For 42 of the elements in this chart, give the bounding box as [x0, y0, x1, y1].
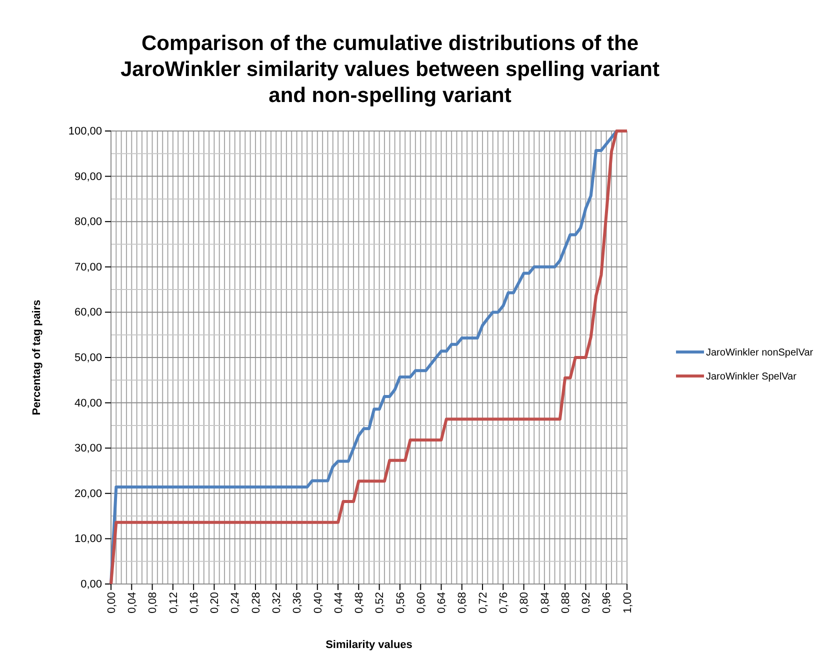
y-tick-label: 50,00: [74, 352, 102, 364]
x-tick-label: 0,36: [292, 592, 304, 614]
x-tick-label: 0,60: [415, 592, 428, 614]
x-tick-label: 0,04: [126, 592, 138, 614]
y-tick-label: 20,00: [74, 488, 102, 500]
x-tick-label: 0,84: [539, 592, 552, 614]
x-tick-label: 0,80: [518, 592, 531, 614]
x-tick-label: 0,56: [394, 592, 407, 614]
y-tick-label: 70,00: [74, 261, 102, 274]
y-tick-label: 0,00: [80, 578, 102, 591]
y-tick-label: 60,00: [74, 306, 102, 319]
x-tick-label: 0,40: [312, 592, 324, 614]
y-tick-label: 10,00: [74, 533, 102, 546]
y-tick-label: 90,00: [74, 170, 102, 183]
y-tick-label: 40,00: [74, 397, 102, 410]
x-tick-label: 0,88: [560, 592, 572, 614]
x-tick-label: 0,32: [270, 592, 283, 614]
x-tick-label: 0,44: [332, 592, 345, 614]
x-tick-label: 0,20: [209, 592, 222, 614]
y-tick-label: 30,00: [74, 442, 102, 455]
x-tick-label: 0,64: [436, 592, 448, 614]
y-tick-label: 100,00: [68, 126, 102, 138]
x-tick-label: 1,00: [622, 592, 634, 614]
x-tick-label: 0,08: [147, 592, 160, 614]
x-tick-label: 0,48: [354, 592, 366, 614]
x-axis-title: Similarity values: [326, 639, 412, 651]
x-tick-label: 0,12: [168, 592, 180, 614]
x-tick-label: 0,96: [601, 592, 614, 614]
y-tick-label: 80,00: [74, 216, 102, 228]
x-tick-label: 0,16: [188, 592, 200, 614]
y-axis-title: Percentag of tag pairs: [31, 300, 43, 416]
x-tick-label: 0,00: [106, 592, 118, 614]
chart-title: Comparison of the cumulative distributions of the JaroWinkler similarity values between spelling variant and non-spelling variant: [120, 32, 660, 107]
x-tick-label: 0,92: [580, 592, 593, 614]
x-tick-label: 0,52: [374, 592, 386, 614]
x-tick-label: 0,72: [477, 592, 490, 614]
x-tick-label: 0,28: [250, 592, 262, 614]
x-tick-label: 0,76: [498, 592, 510, 614]
x-tick-label: 0,24: [230, 592, 242, 614]
legend-label: JaroWinkler nonSpelVar: [706, 348, 814, 358]
legend-label: JaroWinkler SpelVar: [706, 372, 798, 382]
x-tick-label: 0,68: [456, 592, 469, 614]
